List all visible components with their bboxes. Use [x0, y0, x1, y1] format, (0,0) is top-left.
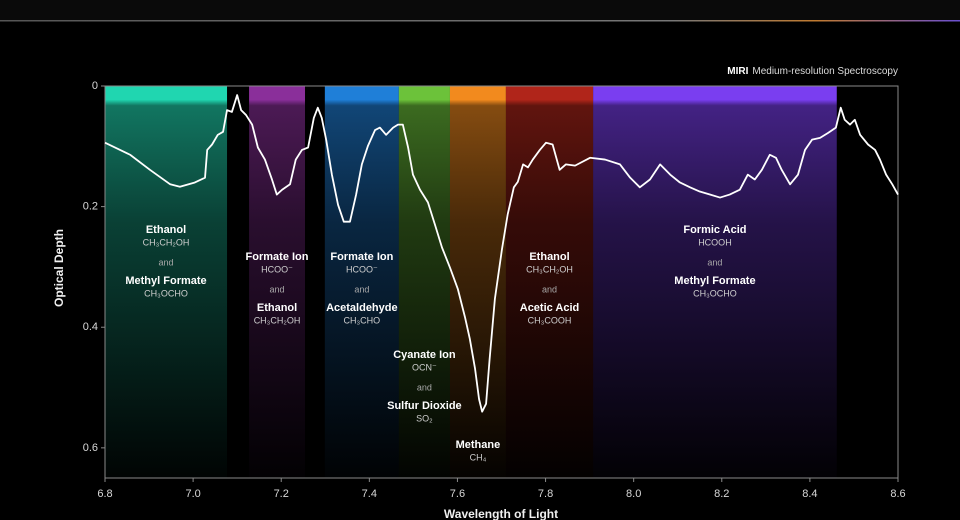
band-label-name: Methyl Formate: [674, 275, 755, 287]
x-tick-label: 7.8: [538, 488, 553, 500]
band-label-formula: HCOO⁻: [261, 264, 293, 274]
band-label-name: Acetic Acid: [520, 302, 580, 314]
band-layer: [105, 86, 837, 478]
x-tick-label: 8.4: [802, 488, 817, 500]
absorption-band: [249, 86, 306, 478]
band-label-name: Ethanol: [529, 251, 569, 263]
band-label-formula: CH₃CH₂OH: [526, 264, 573, 274]
band-label-and: and: [417, 382, 432, 392]
x-axis-title: Wavelength of Light: [444, 507, 558, 520]
band-label-name: Ethanol: [257, 302, 297, 314]
absorption-band: [398, 86, 450, 478]
band-label-formula: CH₄: [470, 452, 487, 462]
x-tick-label: 7.4: [362, 488, 377, 500]
band-label-formula: CH₃OCHO: [693, 288, 737, 298]
band-label-formula: CH₃CH₂OH: [254, 315, 301, 325]
band-label-name: Formate Ion: [246, 251, 309, 263]
band-label-formula: CH₃COOH: [528, 315, 572, 325]
band-label-formula: HCOOH: [698, 237, 732, 247]
x-tick-label: 8.2: [714, 488, 729, 500]
band-label-name: Methyl Formate: [125, 275, 206, 287]
y-tick-label: 0.6: [83, 442, 98, 454]
x-tick-label: 7.0: [185, 488, 200, 500]
band-label-and: and: [159, 257, 174, 267]
band-label-name: Acetaldehyde: [326, 302, 398, 314]
x-tick-label: 8.0: [626, 488, 641, 500]
spectrum-line: [104, 94, 899, 413]
band-label-formula: SO₂: [416, 413, 433, 423]
band-label-name: Formate Ion: [330, 251, 393, 263]
band-label-and: and: [270, 284, 285, 294]
title-rest: Medium-resolution Spectroscopy: [752, 66, 898, 77]
x-tick-label: 7.2: [274, 488, 289, 500]
chart-title: MIRI Medium-resolution Spectroscopy: [727, 66, 898, 77]
absorption-band: [324, 86, 399, 478]
band-label-name: Methane: [456, 439, 501, 451]
header-strip: [0, 0, 960, 20]
absorption-band: [505, 86, 594, 478]
band-label-formula: HCOO⁻: [346, 264, 378, 274]
band-label-formula: OCN⁻: [412, 362, 437, 372]
absorption-band: [593, 86, 837, 478]
band-label-formula: CH₃CHO: [344, 315, 381, 325]
header-line: [0, 20, 960, 22]
y-tick-label: 0.4: [83, 321, 98, 333]
band-label-name: Sulfur Dioxide: [387, 400, 462, 412]
band-label-formula: CH₃OCHO: [144, 288, 188, 298]
title-bold: MIRI: [727, 66, 748, 77]
band-label-name: Formic Acid: [683, 224, 746, 236]
band-label-formula: CH₃CH₂OH: [143, 237, 190, 247]
plot-frame: [104, 85, 899, 479]
x-tick-label: 7.6: [450, 488, 465, 500]
y-axis-title: Optical Depth: [52, 229, 66, 307]
band-label-and: and: [707, 257, 722, 267]
band-label-and: and: [542, 284, 557, 294]
band-label-name: Ethanol: [146, 224, 186, 236]
band-label-and: and: [354, 284, 369, 294]
x-tick-label: 8.6: [890, 488, 905, 500]
y-tick-label: 0: [92, 80, 98, 92]
y-tick-label: 0.2: [83, 201, 98, 213]
band-label-name: Cyanate Ion: [393, 349, 456, 361]
x-tick-label: 6.8: [97, 488, 112, 500]
